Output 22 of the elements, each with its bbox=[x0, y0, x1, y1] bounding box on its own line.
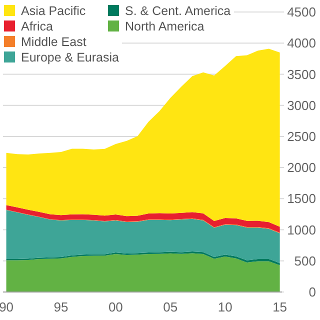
y-tick-label: 500 bbox=[294, 253, 316, 268]
x-tick-label: 90 bbox=[0, 300, 14, 315]
y-tick-label: 2500 bbox=[287, 128, 316, 144]
legend-label: Europe & Eurasia bbox=[21, 50, 120, 64]
legend-label: S. & Cent. America bbox=[125, 4, 231, 18]
legend-label: Africa bbox=[21, 19, 53, 34]
y-tick-label: 3500 bbox=[287, 66, 316, 82]
legend-label: Middle East bbox=[21, 34, 87, 49]
y-tick-label: 0 bbox=[308, 284, 316, 300]
x-tick-label: 10 bbox=[218, 300, 232, 315]
legend-label: Asia Pacific bbox=[21, 4, 86, 18]
x-tick-label: 95 bbox=[54, 300, 68, 315]
x-tick-label: 05 bbox=[163, 300, 178, 315]
x-tick-label: 15 bbox=[272, 300, 288, 315]
y-tick-label: 4500 bbox=[287, 4, 316, 20]
legend-label: North America bbox=[125, 19, 204, 34]
y-tick-label: 4000 bbox=[287, 36, 316, 51]
y-tick-label: 1000 bbox=[287, 222, 316, 238]
y-tick-label: 2000 bbox=[287, 160, 316, 176]
y-tick-label: 1500 bbox=[287, 191, 316, 206]
x-tick-label: 00 bbox=[108, 300, 123, 315]
y-tick-label: 3000 bbox=[287, 98, 316, 113]
